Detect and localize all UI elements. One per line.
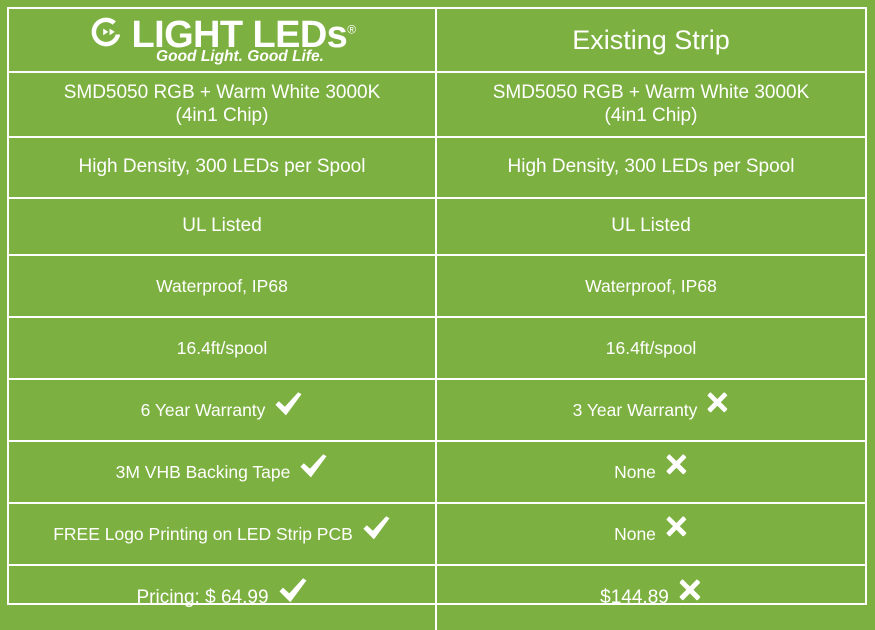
cell-theirs-logo-printing: None <box>437 504 865 564</box>
comparison-grid: LIGHT LEDs® Good Light. Good Life. Exist… <box>7 7 867 630</box>
cell-text: Pricing: $ 64.99 <box>136 578 307 611</box>
cell-theirs-density: High Density, 300 LEDs per Spool <box>437 138 865 197</box>
cell-text: 3M VHB Backing Tape <box>115 453 329 484</box>
check-mark-icon <box>274 391 303 422</box>
warranty-label: 3 Year Warranty <box>572 399 698 420</box>
logo-printing-label: FREE Logo Printing on LED Strip PCB <box>53 523 353 544</box>
warranty-label: 6 Year Warranty <box>140 399 266 420</box>
cell-text: 6 Year Warranty <box>140 391 304 422</box>
cell-text: 3 Year Warranty <box>572 392 730 421</box>
table-row: FREE Logo Printing on LED Strip PCB None <box>9 504 865 566</box>
chip-type-line-2: (4in1 Chip) <box>175 104 269 126</box>
brand-wordmark-light: LIGHT <box>131 13 244 56</box>
cell-text: SMD5050 RGB + Warm White 3000K (4in1 Chi… <box>493 82 810 128</box>
cell-text: $144.89 <box>600 578 702 610</box>
check-mark-icon <box>362 515 391 546</box>
brand-wordmark-leds: LEDs <box>252 13 348 56</box>
header-cell-competitor: Existing Strip <box>437 9 865 71</box>
table-row: 6 Year Warranty 3 Year Warranty <box>9 380 865 442</box>
pricing-label: $144.89 <box>600 586 669 608</box>
led-strip-comparison-table: LIGHT LEDs® Good Light. Good Life. Exist… <box>7 7 867 630</box>
cell-text: None <box>614 516 688 545</box>
cell-text: High Density, 300 LEDs per Spool <box>507 156 795 178</box>
table-row: SMD5050 RGB + Warm White 3000K (4in1 Chi… <box>9 73 865 138</box>
cross-mark-icon <box>678 578 702 609</box>
table-row: High Density, 300 LEDs per Spool High De… <box>9 138 865 199</box>
light-leds-ring-logo-icon <box>89 15 123 54</box>
cell-ours-pricing: Pricing: $ 64.99 <box>9 566 437 630</box>
cell-text: High Density, 300 LEDs per Spool <box>78 156 366 178</box>
header-cell-brand: LIGHT LEDs® Good Light. Good Life. <box>9 9 437 71</box>
pricing-label: Pricing: $ 64.99 <box>136 586 269 608</box>
backing-tape-label: None <box>614 461 656 482</box>
cross-mark-icon <box>665 453 688 481</box>
cell-ours-waterproofing: Waterproof, IP68 <box>9 256 437 316</box>
cross-mark-icon <box>706 391 729 419</box>
cross-mark-icon <box>665 515 688 543</box>
table-row: Waterproof, IP68 Waterproof, IP68 <box>9 256 865 318</box>
cell-theirs-length: 16.4ft/spool <box>437 318 865 378</box>
cell-theirs-chip-type: SMD5050 RGB + Warm White 3000K (4in1 Chi… <box>437 73 865 136</box>
cell-theirs-waterproofing: Waterproof, IP68 <box>437 256 865 316</box>
cell-theirs-warranty: 3 Year Warranty <box>437 380 865 440</box>
cell-ours-chip-type: SMD5050 RGB + Warm White 3000K (4in1 Chi… <box>9 73 437 136</box>
cell-text: SMD5050 RGB + Warm White 3000K (4in1 Chi… <box>64 82 381 128</box>
logo-printing-label: None <box>614 523 656 544</box>
cell-text: Waterproof, IP68 <box>585 275 717 296</box>
cell-ours-backing-tape: 3M VHB Backing Tape <box>9 442 437 502</box>
cell-ours-logo-printing: FREE Logo Printing on LED Strip PCB <box>9 504 437 564</box>
chip-type-line-1: SMD5050 RGB + Warm White 3000K <box>63 81 381 103</box>
cell-ours-length: 16.4ft/spool <box>9 318 437 378</box>
cell-text: FREE Logo Printing on LED Strip PCB <box>53 515 391 546</box>
check-mark-icon <box>278 577 308 611</box>
cell-theirs-certification: UL Listed <box>437 199 865 254</box>
cell-text: UL Listed <box>611 215 691 237</box>
brand-tagline: Good Light. Good Life. <box>156 48 324 66</box>
table-row: UL Listed UL Listed <box>9 199 865 256</box>
table-row: 16.4ft/spool 16.4ft/spool <box>9 318 865 380</box>
cell-text: None <box>614 454 688 483</box>
brand-logo-line: LIGHT LEDs® <box>89 15 356 54</box>
cell-text: Waterproof, IP68 <box>156 275 288 296</box>
chip-type-line-1: SMD5050 RGB + Warm White 3000K <box>492 81 810 103</box>
cell-text: UL Listed <box>182 215 262 237</box>
cell-theirs-pricing: $144.89 <box>437 566 865 630</box>
chip-type-line-2: (4in1 Chip) <box>604 104 698 126</box>
cell-text: 16.4ft/spool <box>176 337 268 358</box>
table-row: Pricing: $ 64.99 $144.89 <box>9 566 865 630</box>
brand-logo-lockup: LIGHT LEDs® Good Light. Good Life. <box>89 15 356 65</box>
check-mark-icon <box>299 453 328 484</box>
table-row: 3M VHB Backing Tape None <box>9 442 865 504</box>
registered-trademark-icon: ® <box>347 22 356 37</box>
cell-ours-warranty: 6 Year Warranty <box>9 380 437 440</box>
competitor-title: Existing Strip <box>572 24 730 55</box>
table-header-row: LIGHT LEDs® Good Light. Good Life. Exist… <box>9 9 865 73</box>
cell-text: 16.4ft/spool <box>605 337 697 358</box>
cell-ours-certification: UL Listed <box>9 199 437 254</box>
cell-theirs-backing-tape: None <box>437 442 865 502</box>
brand-wordmark: LIGHT LEDs® <box>131 13 357 56</box>
backing-tape-label: 3M VHB Backing Tape <box>115 461 291 482</box>
cell-ours-density: High Density, 300 LEDs per Spool <box>9 138 437 197</box>
